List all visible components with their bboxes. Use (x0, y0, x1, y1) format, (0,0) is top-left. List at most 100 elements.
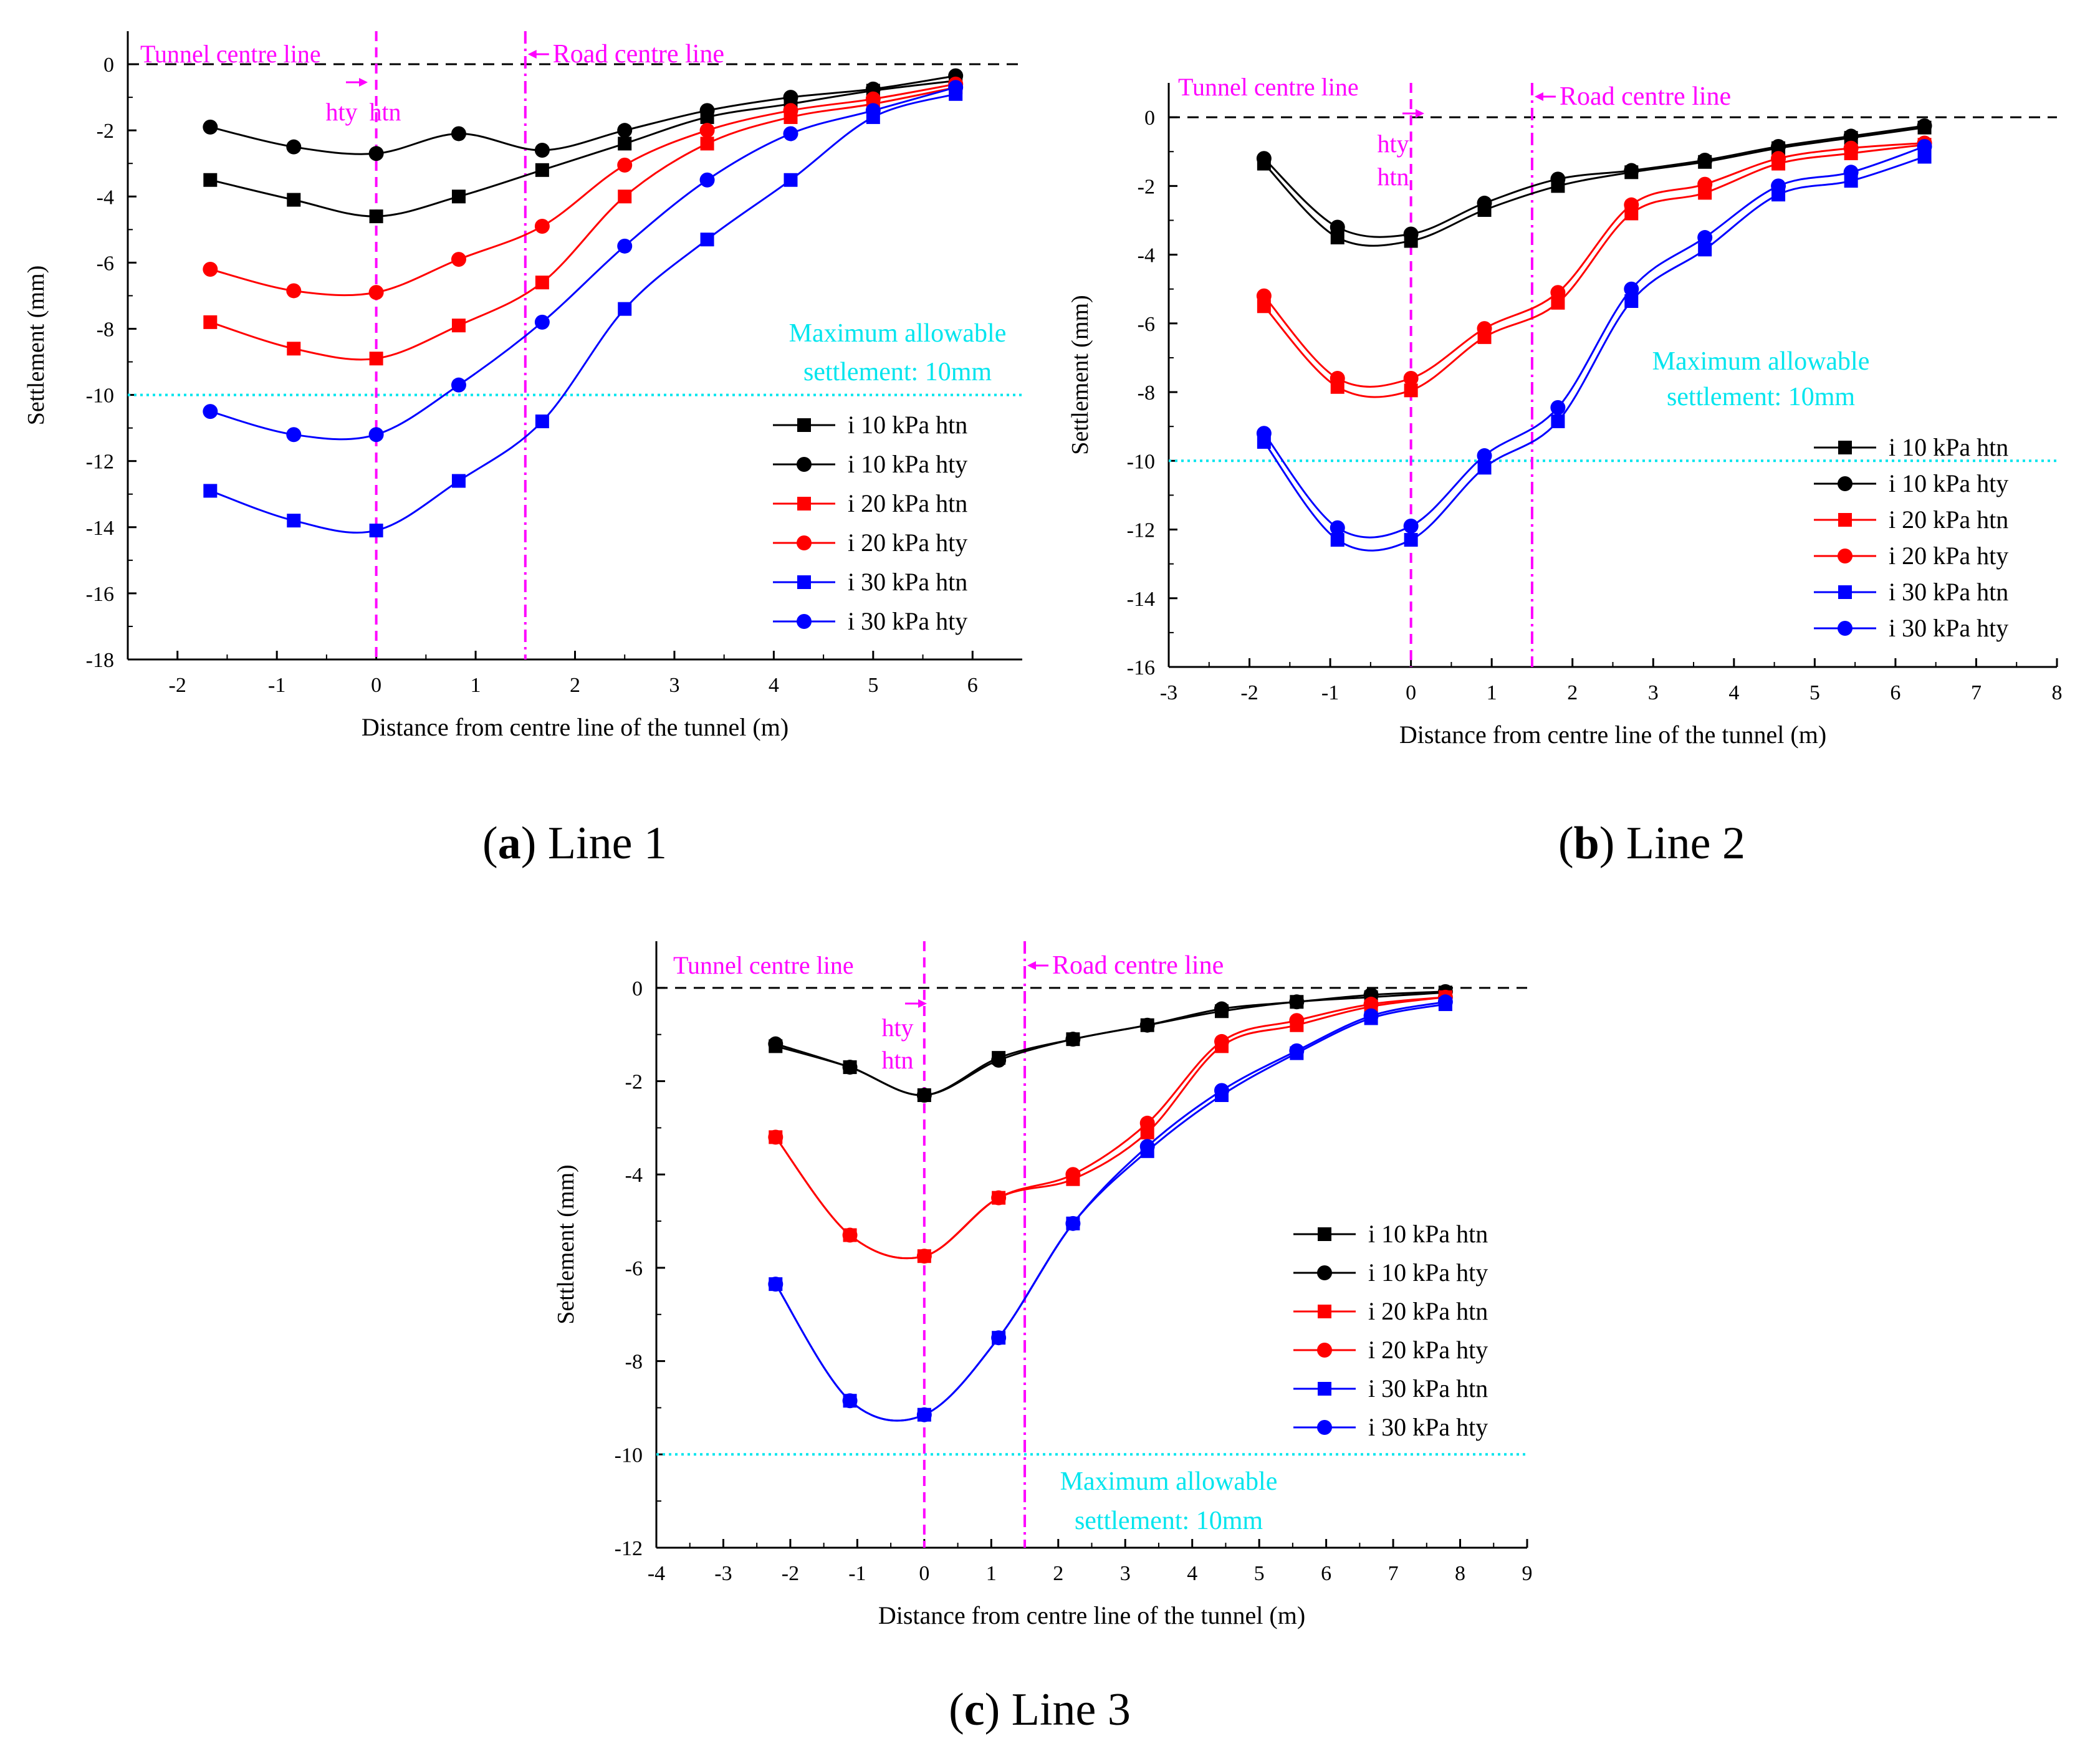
data-point (699, 172, 715, 188)
series-line (209, 93, 956, 534)
panel-caption-letter: a (498, 818, 521, 869)
y-tick-label: -6 (1138, 313, 1155, 336)
x-tick-label: 6 (967, 674, 978, 697)
legend-marker (1838, 476, 1853, 491)
limit-label-line1: Maximum allowable (1060, 1467, 1278, 1496)
series-i-30-kpa-hty (768, 994, 1453, 1422)
y-tick-label: -10 (615, 1444, 643, 1467)
data-point (1256, 151, 1272, 166)
data-point (1698, 242, 1712, 257)
data-point (1697, 176, 1713, 192)
series-line (209, 80, 956, 218)
legend-marker (1838, 549, 1853, 563)
legend-label: i 10 kPa htn (1368, 1220, 1488, 1248)
hty-htn-arrowhead (918, 999, 927, 1008)
data-point (1624, 163, 1639, 178)
legend-label: i 30 kPa hty (848, 607, 967, 635)
series-i-10-kpa-hty (1256, 118, 1932, 242)
legend-marker (797, 614, 812, 629)
legend-item: i 10 kPa htn (773, 411, 967, 439)
data-point (534, 219, 550, 234)
y-tick-label: 0 (632, 977, 643, 1000)
series-line (209, 86, 956, 361)
road-centre-label: Road centre line (1560, 82, 1731, 111)
data-point (534, 142, 550, 158)
data-point (1289, 994, 1305, 1010)
x-tick-label: 3 (1120, 1562, 1131, 1585)
data-point (1256, 288, 1272, 304)
y-tick-label: -4 (1138, 244, 1155, 267)
data-point (369, 524, 383, 538)
y-axis-label: Settlement (mm) (23, 266, 49, 425)
data-point (368, 285, 384, 300)
x-tick-label: 1 (471, 674, 481, 697)
data-point (1065, 1215, 1081, 1231)
y-tick-label: -6 (625, 1257, 643, 1280)
hty-label: hty (325, 98, 357, 126)
data-point (618, 302, 632, 316)
data-point (1065, 1032, 1081, 1047)
legend-label: i 10 kPa hty (1368, 1258, 1488, 1287)
x-tick-label: 7 (1388, 1562, 1399, 1585)
data-point (1214, 1001, 1229, 1017)
legend-item: i 20 kPa htn (1814, 506, 2008, 534)
legend-label: i 10 kPa hty (1889, 469, 2008, 497)
data-point (1403, 371, 1419, 386)
y-tick-label: -10 (1127, 450, 1155, 473)
data-point (768, 1277, 784, 1292)
data-point (286, 139, 302, 155)
y-tick-label: -12 (615, 1537, 643, 1560)
data-point (1551, 414, 1565, 428)
limit-label-line2: settlement: 10mm (803, 358, 992, 386)
legend-marker (797, 497, 811, 511)
series-line (209, 86, 956, 441)
data-point (203, 119, 218, 135)
legend-item: i 20 kPa htn (1293, 1297, 1488, 1325)
y-tick-label: -16 (1127, 656, 1155, 679)
x-tick-label: 2 (570, 674, 580, 697)
data-point (287, 193, 301, 207)
data-point (617, 157, 633, 173)
data-point (451, 474, 466, 488)
y-tick-label: -10 (86, 385, 114, 408)
x-tick-label: -2 (169, 674, 186, 697)
x-tick-label: 5 (1254, 1562, 1265, 1585)
data-point (451, 189, 466, 204)
data-point (1330, 219, 1345, 235)
y-tick-label: -14 (1127, 588, 1155, 611)
y-tick-label: -6 (97, 252, 114, 275)
tunnel-centre-label: Tunnel centre line (673, 951, 854, 979)
x-tick-label: 5 (1809, 681, 1820, 704)
x-tick-label: 1 (986, 1562, 997, 1585)
hty-htn-arrowhead (359, 78, 368, 87)
data-point (287, 514, 301, 528)
legend-marker (797, 535, 812, 550)
hty-label: hty (1377, 130, 1409, 158)
data-point (1550, 171, 1566, 187)
legend-label: i 20 kPa htn (848, 489, 967, 517)
limit-label-line1: Maximum allowable (1652, 347, 1870, 376)
y-tick-label: -8 (625, 1351, 643, 1374)
road-label-arrowhead (527, 50, 537, 59)
data-point (1363, 997, 1379, 1012)
series-line (209, 75, 956, 155)
data-point (1289, 1013, 1305, 1028)
x-tick-label: -2 (782, 1562, 799, 1585)
x-tick-label: 2 (1567, 681, 1578, 704)
data-point (1139, 1139, 1155, 1154)
road-label-arrowhead (1027, 961, 1037, 970)
series-i-10-kpa-htn (769, 985, 1452, 1102)
y-tick-label: 0 (103, 54, 114, 77)
road-centre-label: Road centre line (1052, 951, 1224, 980)
legend-marker (1838, 621, 1853, 636)
tunnel-centre-label: Tunnel centre line (140, 40, 321, 68)
data-point (1477, 448, 1492, 464)
x-tick-label: -1 (268, 674, 285, 697)
data-point (1771, 151, 1786, 166)
legend-item: i 30 kPa hty (773, 607, 967, 635)
y-tick-label: 0 (1144, 107, 1155, 130)
data-point (1289, 1043, 1305, 1058)
data-point (1257, 299, 1271, 314)
y-tick-label: -16 (86, 583, 114, 606)
y-axis-label: Settlement (mm) (553, 1164, 579, 1324)
